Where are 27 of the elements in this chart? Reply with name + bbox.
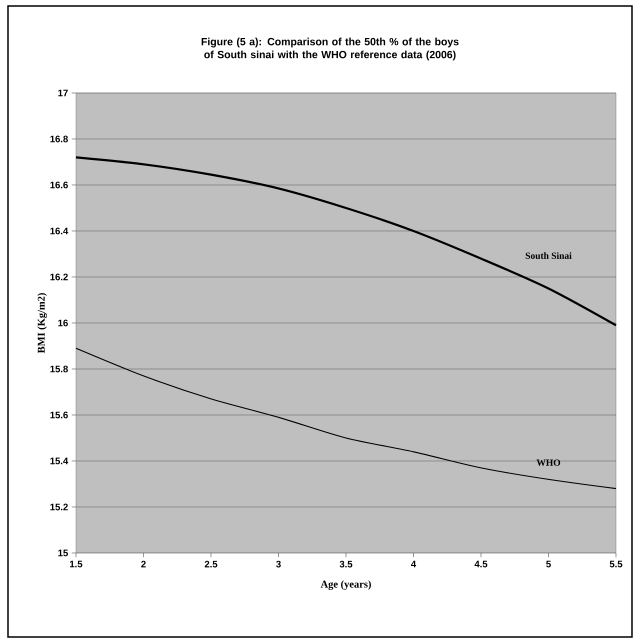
x-tick-label: 3 [276,560,281,568]
series-label: South Sinai [526,252,572,259]
series-label: WHO [536,459,560,466]
y-tick-label: 17 [58,90,68,96]
x-tick-label: 5.5 [610,560,622,568]
y-tick-label: 16.4 [50,228,68,234]
y-tick-label: 15.6 [50,412,68,418]
x-tick-label: 2.5 [204,560,218,568]
y-tick-label: 15.4 [50,458,68,464]
x-axis-title: Age (years) [320,580,371,590]
line-series [74,156,618,326]
y-axis-title: BMI (Kg/m2) [37,293,47,354]
y-tick-label: 15 [58,550,68,556]
line-series [75,348,617,490]
y-tick-label: 16.8 [50,136,68,142]
chart-title: Figure (5 a): Comparison of the 50th % of the boys of South sinai with the WHO reference data (2006) [202,38,459,60]
x-tick-label: 5 [546,560,551,568]
y-tick-label: 15.2 [50,504,68,510]
x-tick-label: 1.5 [70,560,82,568]
x-tick-label: 3.5 [340,560,352,568]
x-tick-label: 4 [411,560,416,568]
x-tick-label: 4.5 [474,560,488,568]
x-tick-label: 2 [141,560,146,568]
y-tick-label: 16.6 [50,182,68,188]
y-tick-label: 16 [58,320,68,326]
y-tick-label: 15.8 [50,366,68,372]
y-tick-label: 16.2 [50,274,68,280]
